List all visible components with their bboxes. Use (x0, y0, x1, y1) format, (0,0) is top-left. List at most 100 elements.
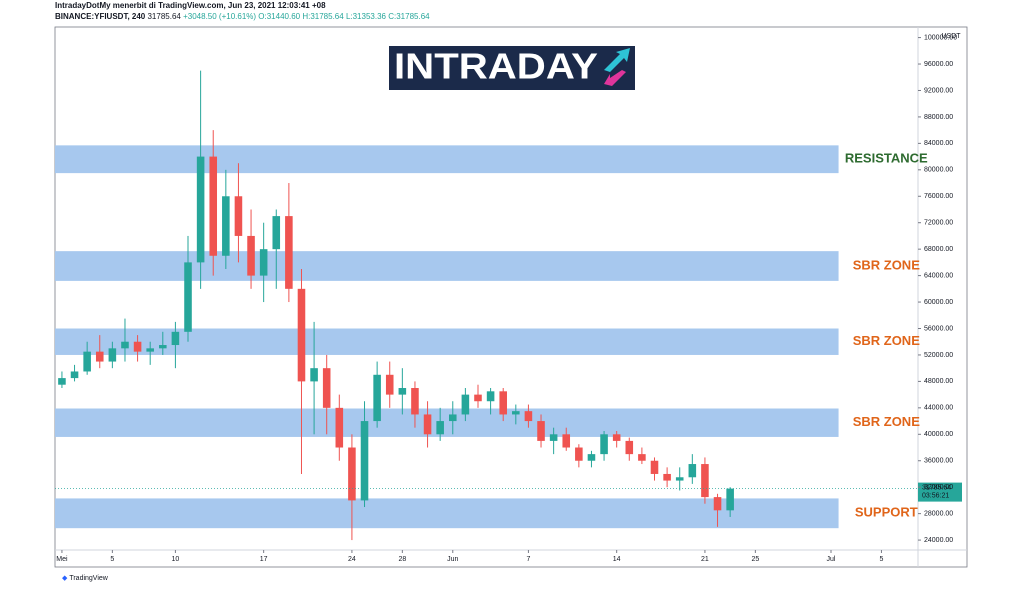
candle-body (272, 216, 281, 250)
candle-body (461, 394, 470, 415)
candle-body (575, 447, 583, 461)
logo: INTRADAY (389, 46, 635, 90)
x-tick-label: 14 (613, 556, 621, 563)
x-tick-label: Jun (447, 556, 458, 563)
candle-body (537, 421, 545, 441)
ohlc-open: O:31440.60 (258, 12, 300, 21)
y-tick-label: 92000.00 (924, 87, 953, 94)
symbol: BINANCE:YFIUSDT, 240 (55, 12, 146, 21)
currency: USDT (941, 33, 961, 40)
zone-label: RESISTANCE (845, 151, 928, 166)
candle-body (95, 351, 104, 362)
candle-body (411, 388, 419, 415)
candle-body (108, 348, 117, 362)
candle-body (448, 414, 457, 422)
x-tick-label: 5 (879, 556, 883, 563)
x-tick-label: 25 (751, 556, 759, 563)
symbol-line: BINANCE:YFIUSDT, 240 31785.64 +3048.50 (… (55, 12, 430, 21)
candle-body (600, 434, 608, 455)
currency-bg (938, 31, 964, 42)
ohlc-close: C:31785.64 (388, 12, 430, 21)
y-tick-label: 100000.00 (924, 34, 957, 41)
publisher: IntradayDotMy menerbit di TradingView.co… (55, 1, 326, 10)
candle-body (310, 368, 318, 382)
candle-body (688, 464, 697, 478)
y-tick-label: 48000.00 (924, 378, 953, 385)
candle-body (713, 497, 722, 511)
candle-body (373, 374, 381, 422)
y-tick-label: 80000.00 (924, 167, 953, 174)
x-tick-label: 5 (110, 556, 114, 563)
x-tick-label: 10 (172, 556, 180, 563)
change: +3048.50 (+10.61%) (183, 12, 256, 21)
frame (54, 26, 968, 568)
candle-body (58, 378, 66, 385)
x-tick-label: 21 (701, 556, 709, 563)
candle-body (121, 341, 129, 349)
countdown: 03:56:21 (922, 492, 949, 499)
candle-body (322, 368, 331, 408)
zone-band (55, 145, 839, 174)
ohlc-low: L:31353.36 (346, 12, 387, 21)
zone-band (55, 251, 839, 281)
price: 31785.64 (147, 12, 181, 21)
y-tick-label: 56000.00 (924, 325, 953, 332)
candle-body (146, 348, 154, 352)
candle-body (222, 196, 230, 256)
candle-body (675, 477, 684, 481)
footer-text: TradingView (69, 575, 108, 582)
candle-body (612, 434, 621, 441)
zone-band (55, 498, 839, 529)
footer-icon: ◆ (62, 575, 69, 582)
zone-band (55, 328, 839, 355)
candle-body (587, 454, 596, 461)
x-tick-label: 24 (348, 556, 356, 563)
logo-arrow-down (604, 70, 626, 86)
y-tick-label: 68000.00 (924, 246, 953, 253)
candle-body (348, 447, 356, 501)
candle-body (285, 216, 293, 289)
x-tick-label: Jul (827, 556, 836, 563)
candle-body (474, 394, 482, 402)
candle-body (524, 411, 533, 422)
last-price-tag (918, 482, 962, 502)
y-tick-label: 40000.00 (924, 431, 953, 438)
candle-body (209, 156, 218, 256)
logo-text: INTRADAY (394, 46, 598, 87)
candle-body (650, 460, 659, 474)
candle-body (360, 421, 369, 501)
candle-body (196, 156, 205, 263)
logo-bg (389, 46, 635, 90)
y-tick-label: 88000.00 (924, 114, 953, 121)
logo-arrow-up (604, 48, 630, 72)
x-tick-label: 28 (398, 556, 406, 563)
candle-body (385, 374, 394, 395)
x-tick-label: Mei (56, 556, 68, 563)
y-tick-label: 28000.00 (924, 510, 953, 517)
footer: ◆ TradingView (62, 575, 109, 582)
x-tick-label: 7 (526, 556, 530, 563)
candle-body (512, 411, 520, 415)
y-tick-label: 36000.00 (924, 458, 953, 465)
candle-body (701, 464, 709, 498)
candle-body (486, 391, 495, 402)
candle-body (184, 262, 192, 332)
candle-body (436, 421, 444, 435)
y-tick-label: 32000.00 (924, 484, 953, 491)
zone-label: SBR ZONE (853, 257, 921, 272)
y-tick-label: 96000.00 (924, 61, 953, 68)
y-tick-label: 84000.00 (924, 140, 953, 147)
candle-body (638, 454, 646, 461)
candle-body (159, 345, 167, 349)
candle-body (247, 235, 255, 276)
zone-band (55, 408, 839, 437)
candle-body (663, 473, 671, 481)
candle-body (133, 341, 142, 352)
candle-body (423, 414, 432, 435)
candle-body (335, 407, 344, 448)
candle-body (83, 351, 91, 372)
y-tick-label: 76000.00 (924, 193, 953, 200)
candle-body (259, 249, 268, 276)
